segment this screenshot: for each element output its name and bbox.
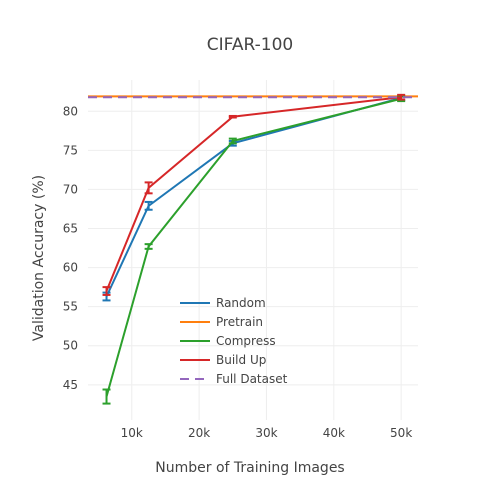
legend: Random Pretrain Compress Build Up Full Datas…: [180, 296, 288, 386]
chart-title: CIFAR-100: [207, 35, 293, 55]
series-build-up: [102, 93, 406, 296]
x-tick-label: 30k: [255, 426, 277, 440]
y-tick-label: 60: [63, 261, 78, 275]
legend-label: Random: [216, 296, 266, 310]
x-tick-label: 50k: [390, 426, 412, 440]
y-tick-label: 75: [63, 143, 78, 157]
series-layer: [88, 93, 418, 405]
y-tick-label: 65: [63, 222, 78, 236]
y-tick-label: 80: [63, 104, 78, 118]
legend-label: Pretrain: [216, 315, 263, 329]
y-tick-label: 70: [63, 182, 78, 196]
grid: [88, 80, 418, 420]
x-axis-title: Number of Training Images: [155, 460, 344, 476]
x-tick-label: 20k: [188, 426, 210, 440]
y-tick-label: 50: [63, 339, 78, 353]
y-axis-title: Validation Accuracy (%): [31, 175, 47, 341]
y-tick-label: 55: [63, 300, 78, 314]
legend-label: Compress: [216, 334, 276, 348]
legend-label: Build Up: [216, 353, 266, 367]
x-tick-label: 40k: [323, 426, 345, 440]
axes: 10k 20k 30k 40k 50k 45 50 55 60 65 70 75 80: [63, 104, 413, 440]
series-line: [105, 96, 402, 292]
legend-label: Full Dataset: [216, 372, 288, 386]
series-line: [105, 97, 402, 397]
y-tick-label: 45: [63, 378, 78, 392]
x-tick-label: 10k: [121, 426, 143, 440]
